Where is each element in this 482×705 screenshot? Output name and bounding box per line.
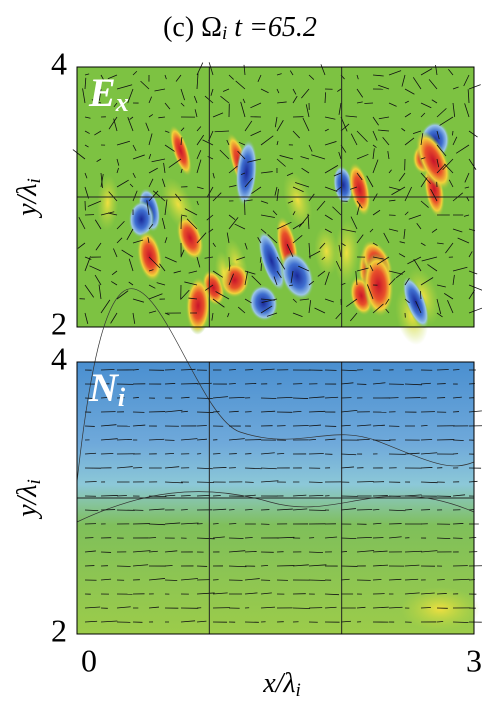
vector — [405, 509, 412, 510]
title-text: (c) Ω — [163, 12, 222, 43]
y-axis-label-sub: i — [24, 479, 45, 484]
vector — [437, 621, 443, 622]
vector — [245, 383, 256, 384]
vector — [261, 398, 276, 399]
vector — [364, 103, 373, 104]
y-tick-label: 4 — [51, 340, 67, 376]
panel-label-main: N — [88, 365, 120, 410]
title-rest: t =65.2 — [227, 12, 317, 43]
x-axis-label: x/λi — [262, 668, 301, 701]
y-axis-label-main: y/λ — [12, 183, 43, 218]
vector — [437, 369, 449, 370]
vector — [197, 425, 207, 426]
x-tick-label: 0 — [81, 642, 97, 678]
vector — [197, 412, 213, 413]
vector — [309, 580, 325, 581]
vector — [149, 537, 156, 538]
vector — [181, 509, 188, 510]
panel: 2 4Ex y/λi — [12, 45, 482, 348]
vector — [197, 482, 214, 483]
vector — [229, 523, 236, 524]
vector — [229, 538, 244, 539]
y-axis-label: y/λi — [12, 479, 45, 520]
y-tick-label: 2 — [51, 612, 67, 648]
vector — [133, 369, 139, 370]
vector — [85, 481, 97, 482]
vector — [357, 481, 374, 482]
vector — [421, 607, 431, 608]
x-axis-label-main: x/λ — [262, 668, 295, 699]
y-tick-label: 4 — [51, 45, 67, 81]
panel-label-sub: i — [118, 383, 126, 412]
figure: (c) Ωi t =65.2 24Exy/λi24Niy/λi03x/λi — [0, 0, 482, 705]
panel-label-sub: x — [115, 88, 129, 117]
x-axis-label-sub: i — [296, 680, 301, 701]
vector — [117, 495, 127, 496]
vector — [373, 440, 390, 441]
vector — [229, 509, 235, 510]
panel-label-main: E — [88, 70, 116, 115]
vector — [229, 369, 236, 370]
title: (c) Ωi t =65.2 — [163, 12, 317, 44]
vector — [357, 509, 372, 510]
vector — [213, 467, 226, 468]
x-tick-label: 3 — [466, 642, 482, 678]
vector — [437, 593, 447, 594]
vector — [245, 551, 257, 552]
vector — [437, 579, 445, 580]
vector — [165, 383, 175, 384]
vector — [245, 537, 253, 538]
y-tick-label: 2 — [51, 305, 67, 341]
y-axis-label-main: y/λ — [12, 484, 43, 519]
y-axis-label: y/λi — [12, 178, 45, 219]
y-axis-label-sub: i — [24, 178, 45, 183]
vector — [421, 439, 432, 440]
vector — [452, 131, 453, 135]
